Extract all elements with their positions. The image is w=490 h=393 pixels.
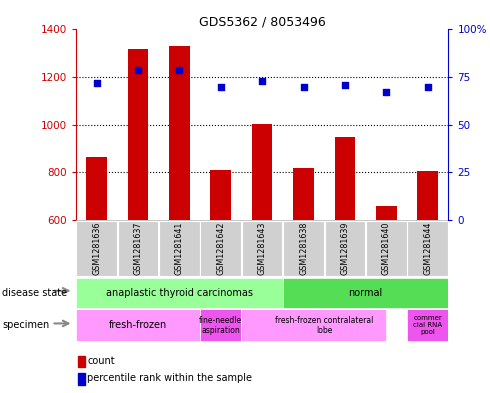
Bar bbox=[118, 220, 158, 277]
Point bbox=[258, 78, 266, 84]
Text: specimen: specimen bbox=[2, 320, 49, 331]
Point bbox=[93, 80, 100, 86]
Bar bbox=[283, 278, 448, 308]
Text: normal: normal bbox=[348, 288, 383, 298]
Point bbox=[424, 83, 432, 90]
Bar bbox=[293, 168, 314, 220]
Point bbox=[175, 66, 183, 73]
Bar bbox=[366, 220, 407, 277]
Text: GSM1281644: GSM1281644 bbox=[423, 222, 432, 275]
Text: GSM1281637: GSM1281637 bbox=[133, 222, 143, 275]
Text: fresh-frozen contralateral
lobe: fresh-frozen contralateral lobe bbox=[275, 316, 373, 335]
Point bbox=[134, 66, 142, 73]
Text: GSM1281636: GSM1281636 bbox=[92, 222, 101, 275]
Text: GSM1281641: GSM1281641 bbox=[175, 222, 184, 275]
Bar bbox=[252, 123, 272, 220]
Point bbox=[382, 89, 390, 95]
Text: fine-needle
aspiration: fine-needle aspiration bbox=[199, 316, 243, 335]
Text: disease state: disease state bbox=[2, 288, 68, 298]
Text: GSM1281642: GSM1281642 bbox=[216, 222, 225, 275]
Bar bbox=[86, 157, 107, 220]
Bar bbox=[76, 309, 200, 341]
Point bbox=[217, 83, 225, 90]
Title: GDS5362 / 8053496: GDS5362 / 8053496 bbox=[199, 15, 325, 28]
Text: GSM1281643: GSM1281643 bbox=[258, 222, 267, 275]
Bar bbox=[283, 220, 324, 277]
Text: commer
cial RNA
pool: commer cial RNA pool bbox=[413, 315, 442, 335]
Bar bbox=[407, 220, 448, 277]
Point bbox=[299, 83, 307, 90]
Bar bbox=[128, 48, 148, 220]
Bar bbox=[78, 373, 84, 385]
Text: GSM1281638: GSM1281638 bbox=[299, 222, 308, 275]
Text: count: count bbox=[87, 356, 115, 366]
Text: anaplastic thyroid carcinomas: anaplastic thyroid carcinomas bbox=[106, 288, 253, 298]
Bar bbox=[76, 220, 117, 277]
Bar bbox=[325, 220, 365, 277]
Point bbox=[341, 82, 349, 88]
Text: GSM1281639: GSM1281639 bbox=[341, 222, 349, 275]
Text: GSM1281640: GSM1281640 bbox=[382, 222, 391, 275]
Bar bbox=[407, 309, 448, 341]
Bar bbox=[169, 46, 190, 220]
Bar bbox=[335, 137, 355, 220]
Bar bbox=[242, 309, 386, 341]
Text: percentile rank within the sample: percentile rank within the sample bbox=[87, 373, 252, 383]
Bar bbox=[200, 220, 241, 277]
Bar bbox=[417, 171, 438, 220]
Text: fresh-frozen: fresh-frozen bbox=[109, 320, 167, 330]
Bar bbox=[200, 309, 242, 341]
Bar bbox=[159, 220, 199, 277]
Bar bbox=[78, 356, 84, 367]
Bar bbox=[242, 220, 282, 277]
Bar bbox=[376, 206, 396, 220]
Bar bbox=[76, 278, 283, 308]
Bar bbox=[210, 170, 231, 220]
